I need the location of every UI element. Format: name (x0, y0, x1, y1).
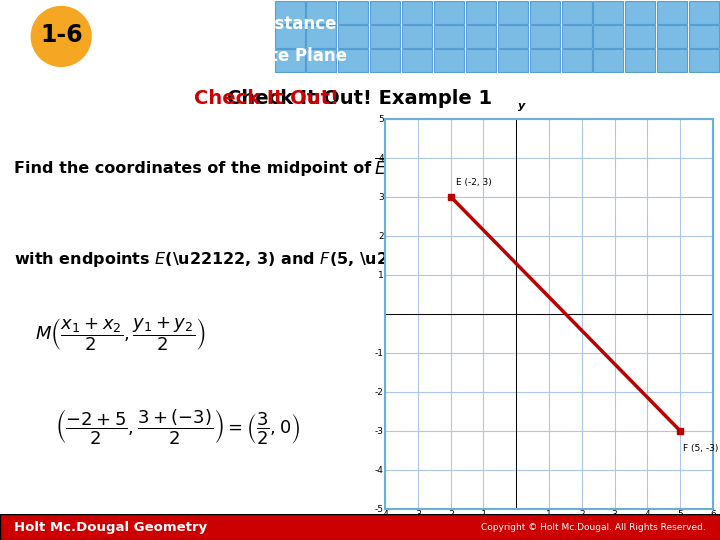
FancyBboxPatch shape (307, 25, 336, 48)
FancyBboxPatch shape (689, 25, 719, 48)
FancyBboxPatch shape (274, 25, 305, 48)
FancyBboxPatch shape (530, 49, 559, 72)
FancyBboxPatch shape (593, 1, 624, 24)
FancyBboxPatch shape (657, 25, 687, 48)
FancyBboxPatch shape (274, 1, 305, 24)
Text: F (5, -3): F (5, -3) (683, 444, 719, 454)
Ellipse shape (30, 6, 92, 67)
FancyBboxPatch shape (498, 49, 528, 72)
Text: Find the coordinates of the midpoint of: Find the coordinates of the midpoint of (14, 160, 377, 176)
FancyBboxPatch shape (338, 1, 369, 24)
FancyBboxPatch shape (434, 49, 464, 72)
Text: $\left(\dfrac{-2+5}{2},\dfrac{3+(-3)}{2}\right) = \left(\dfrac{3}{2},0\right)$: $\left(\dfrac{-2+5}{2},\dfrac{3+(-3)}{2}… (55, 407, 300, 446)
FancyBboxPatch shape (307, 49, 336, 72)
Text: 1-6: 1-6 (40, 23, 83, 47)
Text: Copyright © Holt Mc.Dougal. All Rights Reserved.: Copyright © Holt Mc.Dougal. All Rights R… (481, 523, 706, 531)
Text: Holt Mc.Dougal Geometry: Holt Mc.Dougal Geometry (14, 521, 207, 534)
FancyBboxPatch shape (689, 49, 719, 72)
FancyBboxPatch shape (466, 1, 496, 24)
Text: $M\left(\dfrac{x_1 + x_2}{2},\dfrac{y_1 + y_2}{2}\right)$: $M\left(\dfrac{x_1 + x_2}{2},\dfrac{y_1 … (35, 315, 205, 353)
FancyBboxPatch shape (562, 1, 592, 24)
FancyBboxPatch shape (593, 49, 624, 72)
FancyBboxPatch shape (402, 25, 432, 48)
FancyBboxPatch shape (498, 25, 528, 48)
FancyBboxPatch shape (370, 25, 400, 48)
Text: Check It Out!: Check It Out! (194, 89, 338, 107)
FancyBboxPatch shape (466, 49, 496, 72)
FancyBboxPatch shape (370, 1, 400, 24)
FancyBboxPatch shape (498, 1, 528, 24)
FancyBboxPatch shape (338, 25, 369, 48)
FancyBboxPatch shape (307, 1, 336, 24)
FancyBboxPatch shape (530, 1, 559, 24)
FancyBboxPatch shape (274, 49, 305, 72)
FancyBboxPatch shape (657, 49, 687, 72)
FancyBboxPatch shape (338, 49, 369, 72)
FancyBboxPatch shape (530, 25, 559, 48)
FancyBboxPatch shape (657, 1, 687, 24)
FancyBboxPatch shape (402, 1, 432, 24)
FancyBboxPatch shape (689, 1, 719, 24)
Text: y: y (518, 101, 525, 111)
Text: Midpoint and Distance: Midpoint and Distance (126, 15, 336, 33)
FancyBboxPatch shape (370, 49, 400, 72)
Text: in the Coordinate Plane: in the Coordinate Plane (126, 47, 347, 65)
FancyBboxPatch shape (434, 1, 464, 24)
FancyBboxPatch shape (625, 25, 655, 48)
Text: $\overline{\mathit{EF}}$: $\overline{\mathit{EF}}$ (374, 158, 397, 178)
Text: Check It Out! Example 1: Check It Out! Example 1 (228, 89, 492, 107)
FancyBboxPatch shape (434, 25, 464, 48)
FancyBboxPatch shape (0, 514, 720, 540)
FancyBboxPatch shape (625, 49, 655, 72)
FancyBboxPatch shape (593, 25, 624, 48)
FancyBboxPatch shape (402, 49, 432, 72)
FancyBboxPatch shape (562, 49, 592, 72)
FancyBboxPatch shape (466, 25, 496, 48)
Text: with endpoints $\mathit{E}$(\u22122, 3) and $\mathit{F}$(5, \u22123).: with endpoints $\mathit{E}$(\u22122, 3) … (14, 250, 446, 269)
FancyBboxPatch shape (625, 1, 655, 24)
Text: E (-2, 3): E (-2, 3) (456, 178, 491, 187)
FancyBboxPatch shape (562, 25, 592, 48)
